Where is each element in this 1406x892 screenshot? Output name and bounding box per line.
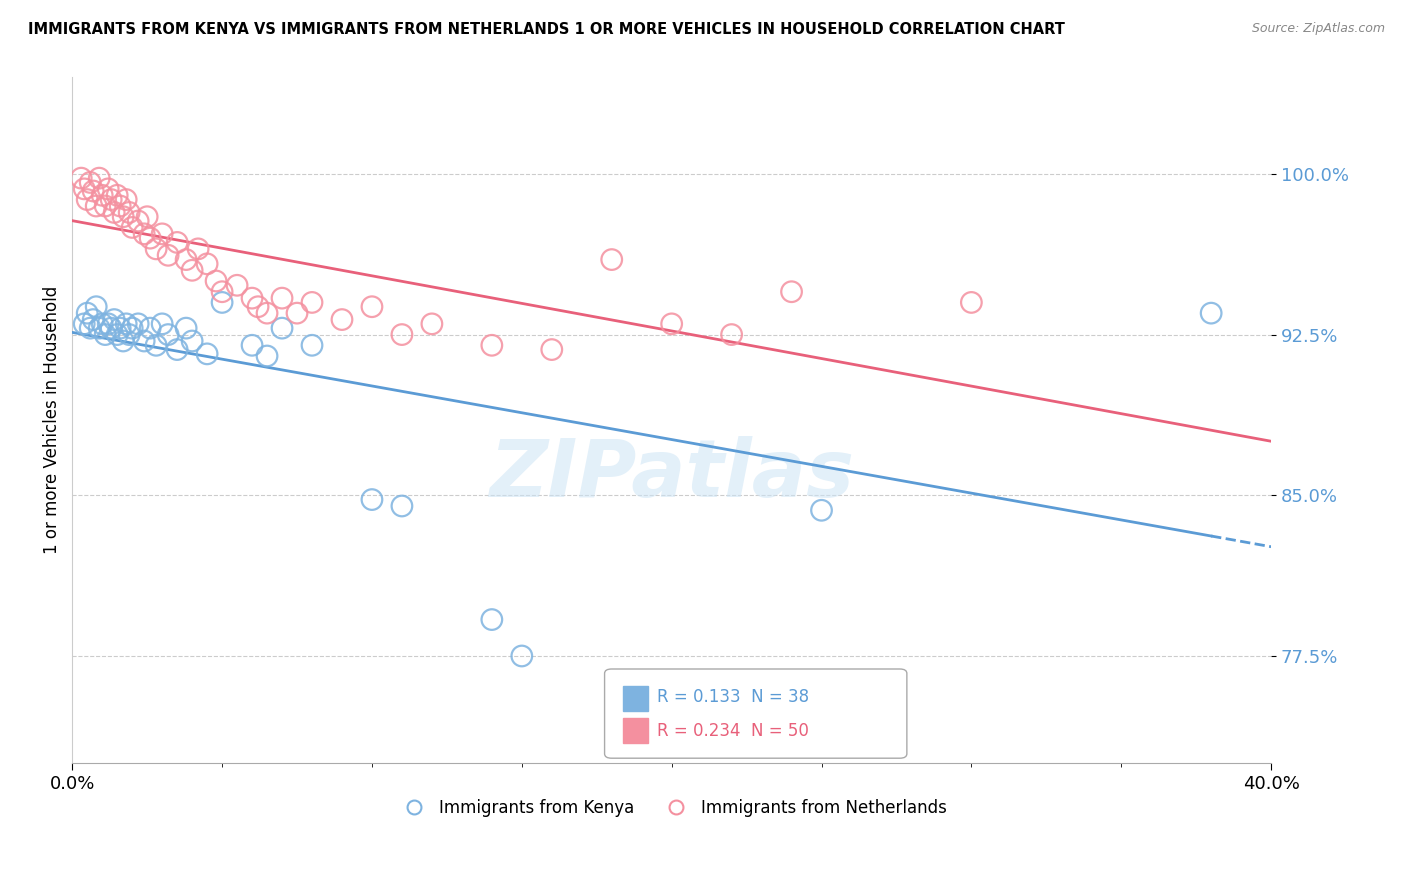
Point xyxy=(91,188,114,202)
Point xyxy=(361,492,384,507)
Point xyxy=(105,327,128,342)
Point xyxy=(145,338,167,352)
Point xyxy=(361,300,384,314)
Point xyxy=(391,327,413,342)
Point xyxy=(256,306,278,320)
Point xyxy=(70,171,93,186)
Point xyxy=(240,338,263,352)
Point xyxy=(84,300,107,314)
Point xyxy=(150,227,173,241)
Text: R = 0.133  N = 38: R = 0.133 N = 38 xyxy=(657,688,808,706)
Point xyxy=(247,300,270,314)
Point xyxy=(157,327,180,342)
Point xyxy=(145,242,167,256)
Point xyxy=(136,210,159,224)
Point xyxy=(105,188,128,202)
Point xyxy=(301,338,323,352)
Point xyxy=(211,285,233,299)
Point xyxy=(112,334,135,348)
Point xyxy=(121,321,143,335)
Point xyxy=(139,231,162,245)
Y-axis label: 1 or more Vehicles in Household: 1 or more Vehicles in Household xyxy=(44,286,60,555)
Point xyxy=(181,334,204,348)
Point xyxy=(115,193,138,207)
Text: Source: ZipAtlas.com: Source: ZipAtlas.com xyxy=(1251,22,1385,36)
Point xyxy=(181,263,204,277)
Point xyxy=(89,321,111,335)
Point xyxy=(121,220,143,235)
Point xyxy=(79,176,101,190)
Point xyxy=(301,295,323,310)
Text: IMMIGRANTS FROM KENYA VS IMMIGRANTS FROM NETHERLANDS 1 OR MORE VEHICLES IN HOUSE: IMMIGRANTS FROM KENYA VS IMMIGRANTS FROM… xyxy=(28,22,1064,37)
Point xyxy=(330,312,353,326)
Point xyxy=(240,291,263,305)
Point xyxy=(187,242,209,256)
Point xyxy=(226,278,249,293)
Point xyxy=(134,334,156,348)
Point xyxy=(91,317,114,331)
Point xyxy=(97,317,120,331)
Point xyxy=(195,347,218,361)
Point xyxy=(76,306,98,320)
Text: ZIPatlas: ZIPatlas xyxy=(489,436,855,514)
Point xyxy=(73,317,96,331)
Point xyxy=(134,227,156,241)
Point xyxy=(174,321,197,335)
Point xyxy=(139,321,162,335)
Point xyxy=(166,343,188,357)
Point xyxy=(108,199,131,213)
Point xyxy=(174,252,197,267)
Point xyxy=(205,274,228,288)
Point xyxy=(73,182,96,196)
Point xyxy=(118,327,141,342)
Point xyxy=(540,343,562,357)
Point xyxy=(510,648,533,663)
Point xyxy=(960,295,983,310)
Point xyxy=(211,295,233,310)
Point xyxy=(103,312,125,326)
Point xyxy=(391,499,413,513)
Point xyxy=(720,327,742,342)
Point xyxy=(127,317,149,331)
Point xyxy=(481,338,503,352)
Point xyxy=(271,291,294,305)
Point xyxy=(108,321,131,335)
Point xyxy=(127,214,149,228)
Point xyxy=(94,199,117,213)
Point xyxy=(97,182,120,196)
Point xyxy=(115,317,138,331)
Point xyxy=(118,205,141,219)
Point xyxy=(89,171,111,186)
Point xyxy=(661,317,683,331)
Point xyxy=(112,210,135,224)
Text: R = 0.234  N = 50: R = 0.234 N = 50 xyxy=(657,722,808,739)
Point xyxy=(810,503,832,517)
Point xyxy=(256,349,278,363)
Point xyxy=(166,235,188,250)
Point xyxy=(285,306,308,320)
Point xyxy=(79,321,101,335)
Point xyxy=(1199,306,1222,320)
Point xyxy=(150,317,173,331)
Point xyxy=(780,285,803,299)
Point xyxy=(82,312,104,326)
Point xyxy=(100,193,122,207)
Point xyxy=(600,252,623,267)
Point xyxy=(94,327,117,342)
Point xyxy=(76,193,98,207)
Point xyxy=(103,205,125,219)
Point xyxy=(420,317,443,331)
Point xyxy=(195,257,218,271)
Point xyxy=(481,613,503,627)
Point xyxy=(84,199,107,213)
Point xyxy=(157,248,180,262)
Point xyxy=(100,321,122,335)
Legend: Immigrants from Kenya, Immigrants from Netherlands: Immigrants from Kenya, Immigrants from N… xyxy=(391,792,953,823)
Point xyxy=(82,184,104,198)
Point xyxy=(271,321,294,335)
